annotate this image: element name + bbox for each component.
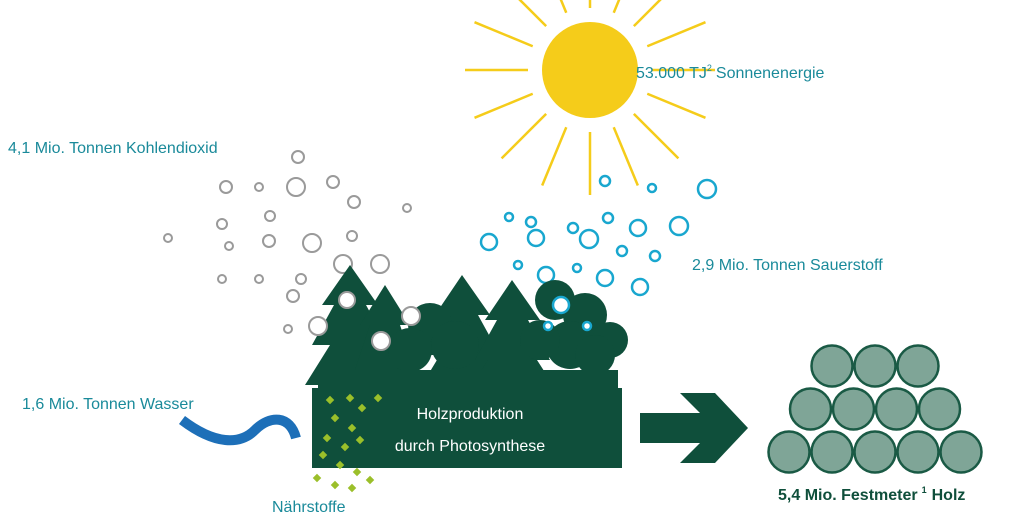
process-line2: durch Photosynthese [395, 438, 545, 455]
bubble [371, 255, 389, 273]
log [855, 346, 896, 387]
bubble [514, 261, 522, 269]
sun [542, 22, 638, 118]
bubble [580, 230, 598, 248]
dot [331, 481, 339, 489]
bubble [292, 151, 304, 163]
log [790, 389, 831, 430]
bubble [164, 234, 172, 242]
bubble [505, 213, 513, 221]
bubble [632, 279, 648, 295]
bubble [481, 234, 497, 250]
bubble [568, 223, 578, 233]
ray [475, 94, 533, 118]
process-line1: Holzproduktion [417, 406, 524, 423]
wood-amount: 5,4 Mio. Festmeter [778, 487, 918, 504]
bubble [617, 246, 627, 256]
wood-suffix: Holz [932, 487, 966, 504]
bubble [220, 181, 232, 193]
ray [502, 0, 547, 26]
bubble [670, 217, 688, 235]
ray [542, 127, 566, 185]
bubble [263, 235, 275, 247]
ray [542, 0, 566, 13]
bubble [265, 211, 275, 221]
ray [634, 0, 679, 26]
diagram: 53.000 TJ2 Sonnenenergie 4,1 Mio. Tonnen … [0, 0, 1009, 521]
bubble [287, 178, 305, 196]
bubble [630, 220, 646, 236]
sun-sup: 2 [707, 63, 712, 73]
log [941, 432, 982, 473]
bubble [225, 242, 233, 250]
o2-bubbles [481, 176, 716, 295]
bubble [217, 219, 227, 229]
log [898, 432, 939, 473]
bubble [600, 176, 610, 186]
co2-label: 4,1 Mio. Tonnen Kohlendioxid [8, 140, 218, 157]
log [919, 389, 960, 430]
bubble [573, 264, 581, 272]
ray [614, 127, 638, 185]
log [898, 346, 939, 387]
bubble [403, 204, 411, 212]
forest [305, 265, 628, 388]
log-pile [769, 346, 982, 473]
water-wave [182, 420, 296, 441]
bubble [218, 275, 226, 283]
sun-label: 53.000 TJ2 Sonnenenergie [636, 63, 825, 82]
bubble [255, 275, 263, 283]
bubble [284, 325, 292, 333]
ray [475, 22, 533, 46]
wood-label: 5,4 Mio. Festmeter 1 Holz [778, 485, 965, 504]
ray [614, 0, 638, 13]
arrow [640, 393, 748, 463]
bubble [347, 231, 357, 241]
ray [647, 94, 705, 118]
process-box [312, 388, 622, 468]
bubble [597, 270, 613, 286]
bubble [650, 251, 660, 261]
bubble [648, 184, 656, 192]
ray [502, 114, 547, 159]
bubble [303, 234, 321, 252]
sun-suffix: Sonnenenergie [716, 65, 825, 82]
dot [313, 474, 321, 482]
bubble [528, 230, 544, 246]
o2-label: 2,9 Mio. Tonnen Sauerstoff [692, 257, 883, 274]
bubble [526, 217, 536, 227]
bubble [327, 176, 339, 188]
log [876, 389, 917, 430]
bubble [603, 213, 613, 223]
dot [348, 484, 356, 492]
log [833, 389, 874, 430]
ray [634, 114, 679, 159]
log [812, 346, 853, 387]
nutrients-label: Nährstoffe [272, 499, 346, 516]
sun-amount: 53.000 TJ [636, 65, 707, 82]
dot [366, 476, 374, 484]
wood-sup: 1 [922, 485, 927, 495]
bubble [287, 290, 299, 302]
log [812, 432, 853, 473]
bubble [698, 180, 716, 198]
bubble [296, 274, 306, 284]
log [855, 432, 896, 473]
bubble [348, 196, 360, 208]
log [769, 432, 810, 473]
dot [353, 468, 361, 476]
bubble [255, 183, 263, 191]
ray [647, 22, 705, 46]
water-label: 1,6 Mio. Tonnen Wasser [22, 396, 194, 413]
